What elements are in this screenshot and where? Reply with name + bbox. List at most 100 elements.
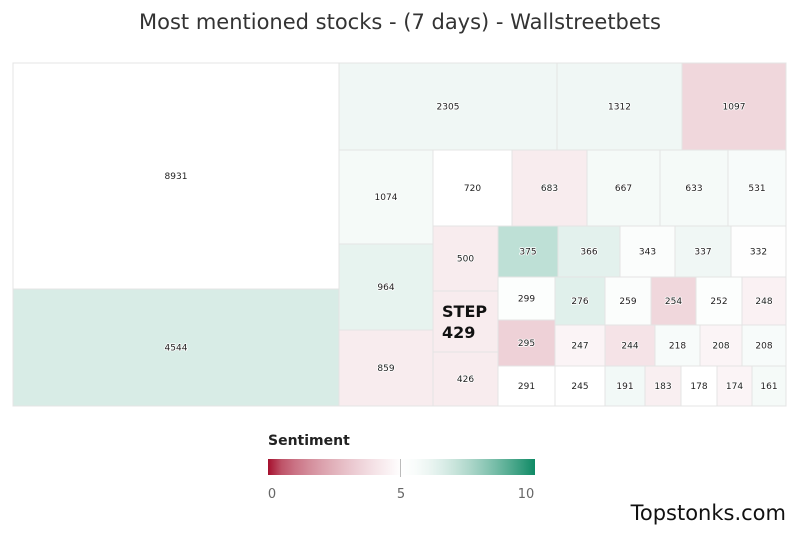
treemap-tile-rect (730, 225, 787, 278)
treemap-tile[interactable]: 244 (604, 324, 656, 367)
callout-value: 429 (442, 323, 476, 342)
treemap-tile[interactable]: 276 (554, 276, 606, 326)
treemap-tile-rect (338, 329, 434, 407)
treemap-tile[interactable]: 178 (680, 365, 718, 407)
treemap-tile-rect (497, 319, 556, 367)
treemap-tile[interactable] (432, 290, 499, 353)
treemap-tile-value: 218 (669, 342, 686, 352)
treemap-tile-value: 366 (580, 248, 597, 258)
treemap-tile[interactable]: 218 (654, 324, 701, 367)
treemap-tile[interactable]: 4544 (12, 288, 340, 407)
treemap-tile-value: 244 (621, 342, 638, 352)
treemap-tile-value: 1097 (723, 103, 746, 113)
treemap-tile-rect (338, 62, 558, 151)
treemap-tile[interactable]: 859 (338, 329, 434, 407)
treemap-tile-rect (12, 62, 340, 290)
treemap-tile-rect (557, 225, 621, 278)
treemap-tile[interactable]: 633 (659, 149, 729, 227)
treemap-tile-value: 208 (755, 342, 772, 352)
treemap-tile[interactable]: 245 (554, 365, 606, 407)
treemap-tile[interactable]: 531 (727, 149, 787, 227)
treemap-tile-value: 254 (665, 297, 682, 307)
treemap-tile-value: 295 (518, 339, 535, 349)
treemap-tile-value: 531 (748, 184, 765, 194)
treemap-tile-value: 964 (377, 283, 394, 293)
treemap-tile-value: 633 (685, 184, 702, 194)
chart-title: Most mentioned stocks - (7 days) - Walls… (139, 10, 661, 34)
treemap-tile[interactable]: 500 (432, 225, 499, 292)
treemap-tile-rect (554, 324, 606, 367)
treemap-tile-rect (497, 365, 556, 407)
treemap-tile[interactable]: 8931 (12, 62, 340, 290)
treemap-tile[interactable]: 2305 (338, 62, 558, 151)
treemap-tile-rect (604, 276, 652, 326)
treemap-tile-value: 859 (377, 364, 394, 374)
treemap-tile-rect (497, 225, 559, 278)
treemap-plot: 8931 4544 2305 1312 1097 1074 964 859 720 683 667 6… (12, 62, 787, 407)
treemap-tile[interactable]: 720 (432, 149, 513, 227)
treemap-tile-rect (497, 276, 556, 321)
legend-tick-mid: 5 (396, 487, 406, 502)
treemap-tile-rect (680, 365, 718, 407)
treemap-tile-rect (741, 276, 787, 326)
treemap-tile-value: 191 (616, 382, 633, 392)
treemap-tile[interactable]: 375 (497, 225, 559, 278)
treemap-tile[interactable]: 1312 (556, 62, 683, 151)
treemap-tile-value: 667 (615, 184, 632, 194)
treemap-tile-rect (716, 365, 753, 407)
treemap-tile[interactable]: 208 (741, 324, 787, 367)
treemap-tile[interactable]: 667 (586, 149, 661, 227)
treemap-tile-value: 500 (457, 255, 474, 265)
treemap-tile-value: 426 (457, 375, 474, 385)
treemap-tile-rect (619, 225, 676, 278)
hover-callout: STEP 429 (442, 301, 487, 343)
treemap-tile[interactable]: 252 (695, 276, 743, 326)
treemap-tile[interactable]: 683 (511, 149, 588, 227)
treemap-tile-rect (338, 243, 434, 331)
treemap-tile-rect (12, 288, 340, 407)
treemap-tile[interactable]: 259 (604, 276, 652, 326)
treemap-tile[interactable]: 247 (554, 324, 606, 367)
treemap-tile[interactable]: 1097 (681, 62, 787, 151)
treemap-tile-rect (554, 276, 606, 326)
treemap-tile[interactable]: 964 (338, 243, 434, 331)
treemap-tile[interactable]: 426 (432, 351, 499, 407)
treemap-tile-value: 248 (755, 297, 772, 307)
treemap-tile[interactable]: 299 (497, 276, 556, 321)
legend-title: Sentiment (268, 433, 350, 449)
treemap-tile[interactable]: 183 (644, 365, 682, 407)
treemap-tile[interactable]: 291 (497, 365, 556, 407)
treemap-tile[interactable]: 191 (604, 365, 646, 407)
treemap-tile-rect (751, 365, 787, 407)
treemap-tile[interactable]: 1074 (338, 149, 434, 245)
treemap-tile-value: 1312 (608, 103, 631, 113)
callout-ticker: STEP (442, 302, 488, 321)
treemap-tile-value: 343 (639, 248, 656, 258)
legend-midpoint-marker (400, 459, 401, 477)
treemap-tile[interactable]: 337 (674, 225, 732, 278)
treemap-tile[interactable]: 366 (557, 225, 621, 278)
treemap-tile-value: 683 (541, 184, 558, 194)
treemap-tile[interactable]: 343 (619, 225, 676, 278)
treemap-tile-value: 2305 (437, 103, 460, 113)
treemap-tile-value: 208 (712, 342, 729, 352)
treemap-tile[interactable]: 254 (650, 276, 697, 326)
treemap-tile-value: 183 (654, 382, 671, 392)
treemap-tile[interactable]: 161 (751, 365, 787, 407)
sentiment-color-scale (268, 459, 535, 475)
treemap-tile-rect (554, 365, 606, 407)
treemap-tile[interactable]: 174 (716, 365, 753, 407)
treemap-tile[interactable]: 248 (741, 276, 787, 326)
treemap-tile-value: 178 (690, 382, 707, 392)
treemap-tile-value: 276 (571, 297, 588, 307)
legend-tick-min: 0 (267, 487, 277, 502)
treemap-tile[interactable]: 332 (730, 225, 787, 278)
treemap-tile[interactable]: 208 (699, 324, 743, 367)
treemap-tile-rect (432, 351, 499, 407)
treemap-tile-rect (727, 149, 787, 227)
treemap-tile-rect (511, 149, 588, 227)
treemap-tile-rect (432, 290, 499, 353)
watermark: Topstonks.com (630, 501, 786, 525)
treemap-tile[interactable]: 295 (497, 319, 556, 367)
treemap-tile-value: 299 (518, 295, 535, 305)
